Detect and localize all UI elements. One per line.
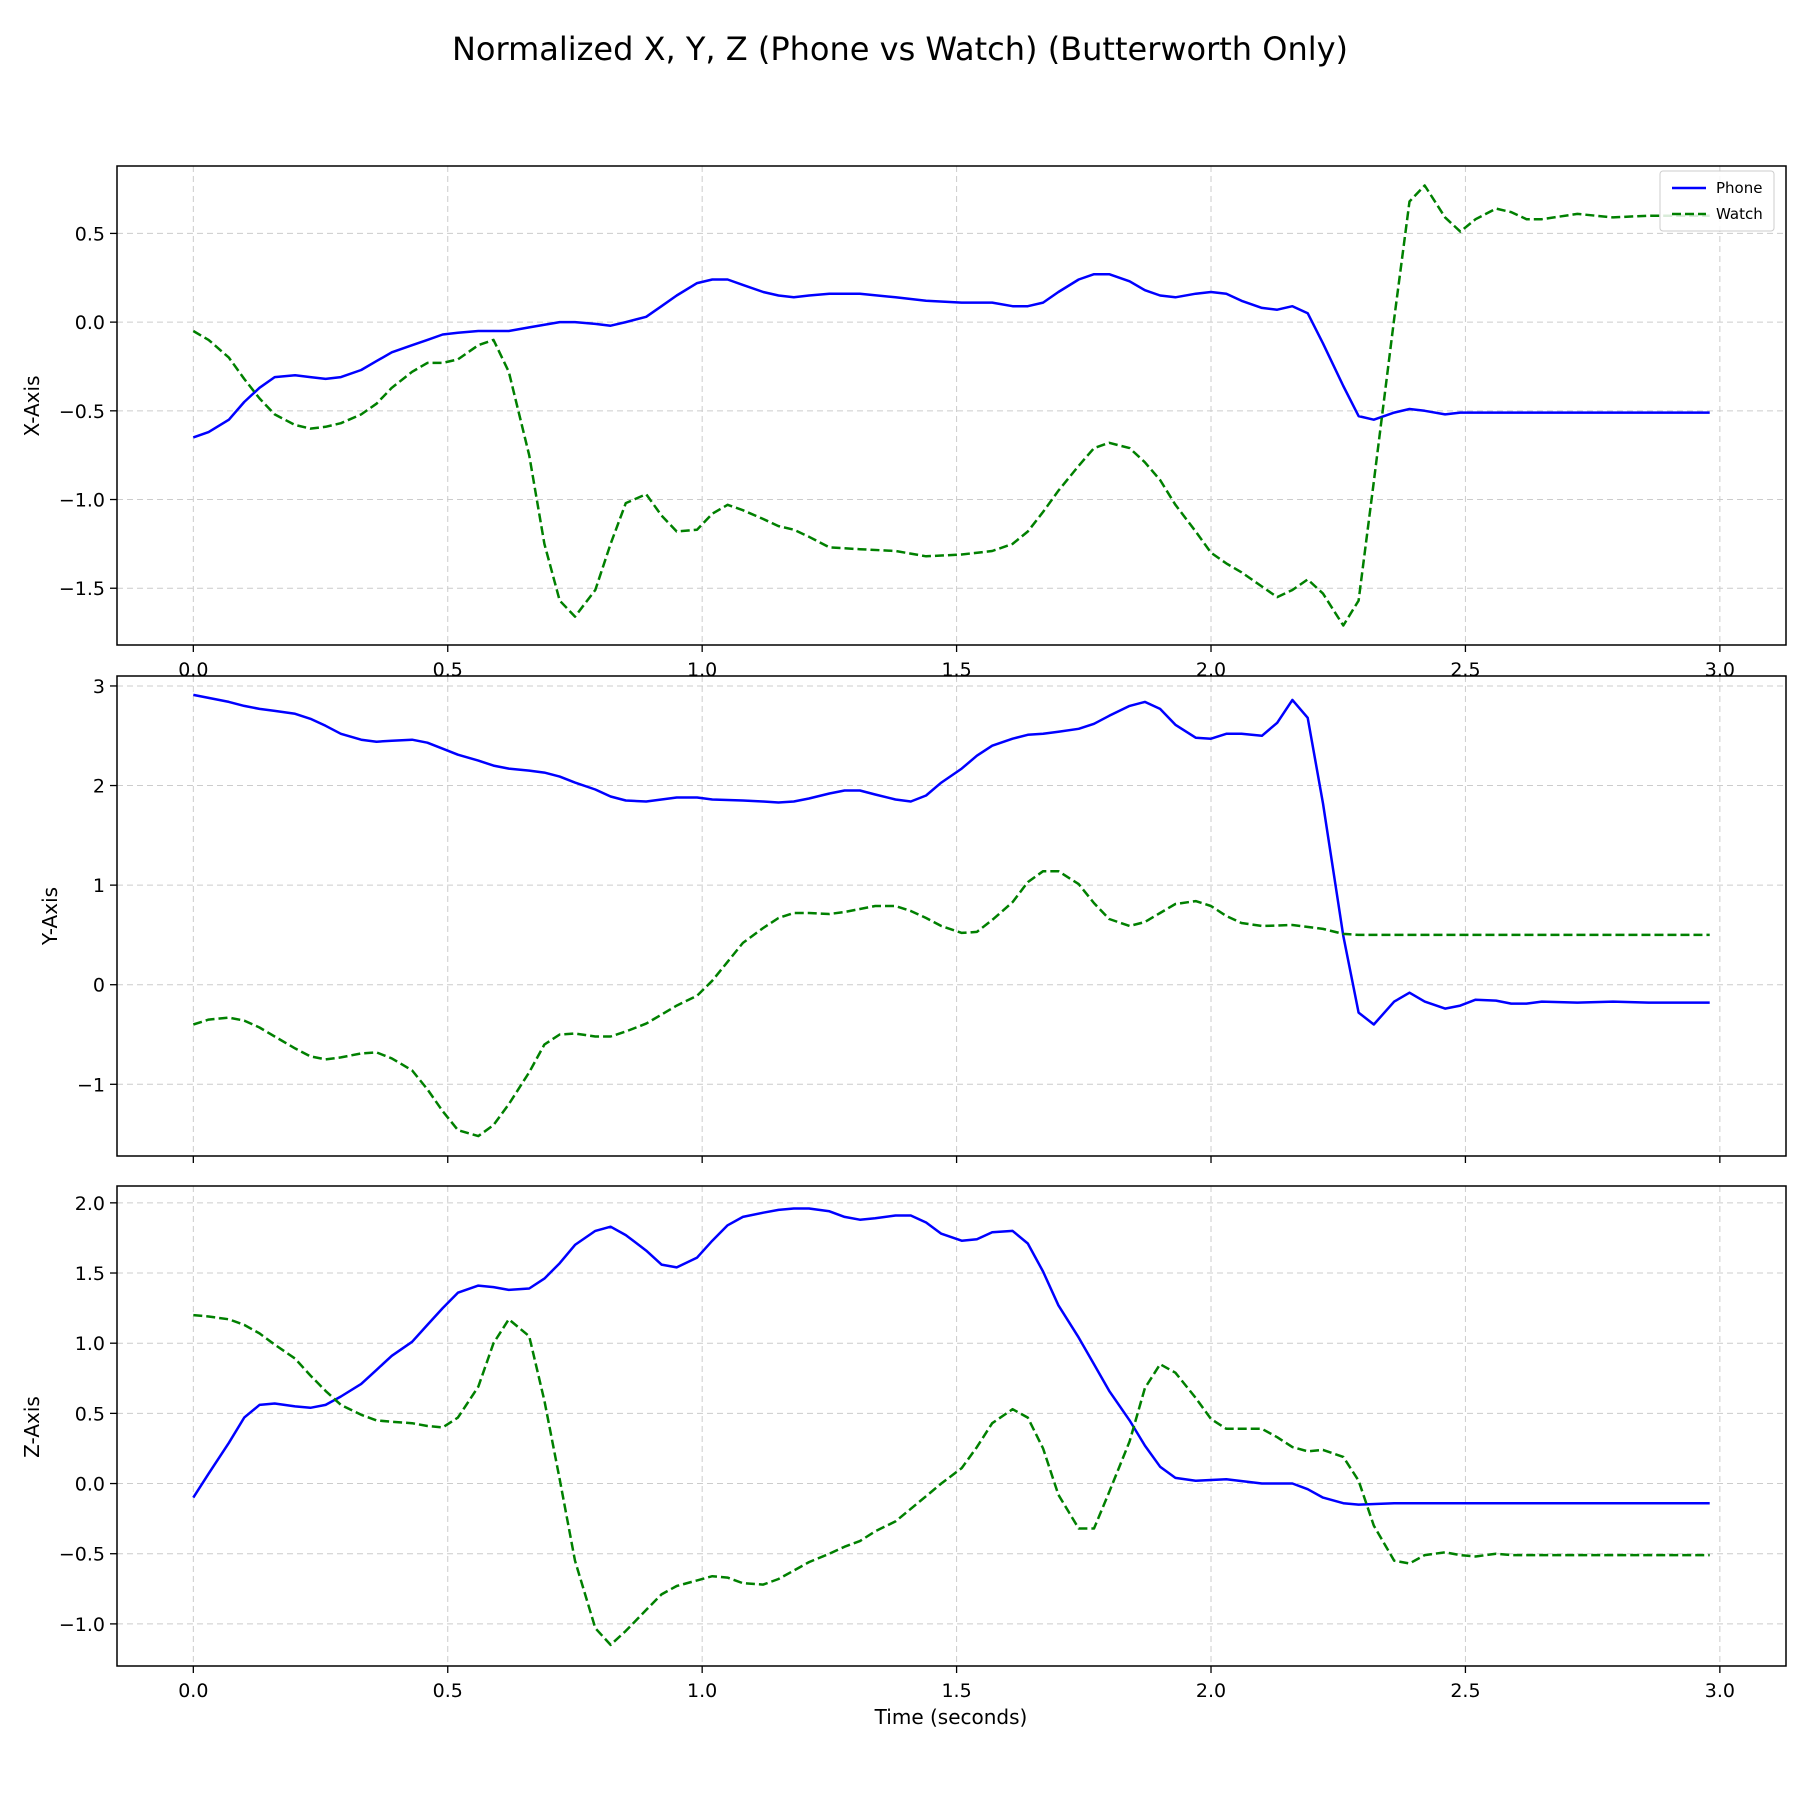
y-axis-ytick-label: 0: [93, 975, 105, 997]
z-axis-grid: [117, 1186, 1786, 1666]
z-axis-ytick-label: 1.5: [75, 1263, 105, 1285]
y-axis-phone-line: [193, 693, 1710, 1026]
y-axis-ytick-label: 3: [93, 676, 105, 698]
z-axis-xtick-label: 1.0: [687, 1680, 717, 1702]
z-axis-ytick-label: 0.5: [75, 1403, 105, 1425]
legend-box: [1659, 170, 1775, 232]
x-axis-lines: [192, 184, 1710, 627]
z-axis-frame: [116, 1185, 1787, 1667]
legend-watch-label: Watch: [1716, 205, 1763, 223]
y-axis-grid: [117, 676, 1786, 1156]
z-axis-xtick-label: 3.0: [1705, 1680, 1735, 1702]
x-axis-panel: X-Axis 0.0 0.5 1.0 1.5 2.0 2.5 3.00.50.0−0.5−1…: [20, 165, 1787, 681]
legend: Phone Watch: [1659, 170, 1775, 232]
z-axis-ytick-label: 1.0: [75, 1333, 105, 1355]
z-axis-panel: Z-Axis 0.0 0.5 1.0 1.5 2.0 2.5 3.0 2.0 1.5 1.0 0.5…: [20, 1185, 1787, 1702]
z-axis-ytick-label: −1.0: [59, 1614, 105, 1636]
y-axis-ytick-label: 1: [93, 875, 105, 897]
x-axis-frame: [116, 165, 1787, 646]
z-axis-ticks: 0.0 0.5 1.0 1.5 2.0 2.5 3.0 2.0 1.5 1.0 0.5 0.0 −0.5…: [59, 1193, 1735, 1702]
legend-phone-label: Phone: [1716, 179, 1762, 197]
z-axis-phone-line: [192, 1207, 1710, 1506]
y-axis-watch-line: [192, 869, 1710, 1138]
z-axis-xtick-label: 2.5: [1450, 1680, 1480, 1702]
y-axis-panel: Y-Axis 3 2 1 0 −1: [38, 675, 1787, 1163]
x-axis-ytick-label: −0.5: [59, 401, 105, 423]
z-axis-ylabel: Z-Axis: [20, 1396, 44, 1458]
y-axis-ytick-label: −1: [77, 1074, 105, 1096]
x-axis-grid: [117, 166, 1786, 645]
z-axis-ytick-label: 0.0: [75, 1474, 105, 1496]
y-axis-ytick-label: 2: [93, 776, 105, 798]
x-axis-ytick-label: −1.0: [59, 490, 105, 512]
z-axis-xtick-label: 2.0: [1196, 1680, 1226, 1702]
x-axis-phone-line: [192, 272, 1710, 439]
x-axis-ticks: 0.0 0.5 1.0 1.5 2.0 2.5 3.00.50.0−0.5−1.0−1.5: [59, 223, 1735, 681]
x-label: Time (seconds): [874, 1705, 1028, 1729]
y-axis-ticks: 3 2 1 0 −1: [77, 676, 1721, 1163]
z-axis-lines: [192, 1207, 1710, 1647]
x-axis-ytick-label: 0.5: [75, 223, 105, 245]
figure-title: Normalized X, Y, Z (Phone vs Watch) (But…: [452, 30, 1348, 68]
z-axis-xtick-label: 0.5: [433, 1680, 463, 1702]
z-axis-ytick-label: 2.0: [75, 1193, 105, 1215]
z-axis-xtick-label: 0.0: [178, 1680, 208, 1702]
z-axis-ytick-label: −0.5: [59, 1544, 105, 1566]
z-axis-xtick-label: 1.5: [941, 1680, 971, 1702]
y-axis-frame: [116, 675, 1787, 1157]
z-axis-watch-line: [193, 1313, 1710, 1647]
x-axis-watch-line: [192, 184, 1710, 627]
x-axis-ytick-label: −1.5: [59, 578, 105, 600]
x-axis-ytick-label: 0.0: [75, 312, 105, 334]
x-axis-ylabel: X-Axis: [20, 376, 44, 437]
y-axis-lines: [192, 693, 1710, 1138]
y-axis-ylabel: Y-Axis: [38, 887, 62, 946]
